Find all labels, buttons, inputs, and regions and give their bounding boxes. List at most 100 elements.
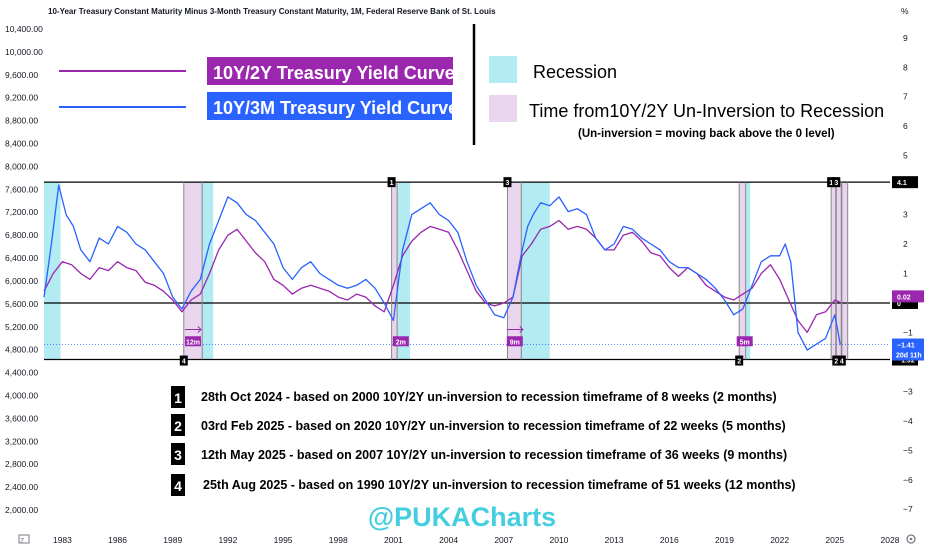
period-marker-label-6: 2 xyxy=(834,359,838,366)
left-axis-tick: 6,400.00 xyxy=(5,253,38,263)
time-axis-tick: 2004 xyxy=(439,535,458,545)
time-axis-tick: 1995 xyxy=(274,535,293,545)
period-marker-4 xyxy=(827,177,836,188)
period-marker-label-1: 3 xyxy=(506,180,510,187)
uninversion-band-0 xyxy=(183,182,203,360)
annotation-text-3: 12th May 2025 - based on 2007 10Y/2Y un-… xyxy=(201,448,787,462)
right-axis: 987654321−1−2−3−4−5−6−7 xyxy=(903,33,913,514)
duration-badge-0 xyxy=(184,336,201,347)
duration-badge-1 xyxy=(392,336,409,347)
uninversion-band-3 xyxy=(739,182,746,360)
recession-band-2 xyxy=(397,182,410,360)
left-axis: 10,400.00 10,000.00 9,600.00 9,200.00 8,800.… xyxy=(5,24,43,515)
right-axis-tick: −1 xyxy=(903,327,913,337)
right-axis-tick: −6 xyxy=(903,475,913,485)
annotation-text-1: 28th Oct 2024 - based on 2000 10Y/2Y un-… xyxy=(201,390,777,404)
duration-badge-label-0: 12m xyxy=(186,339,200,346)
left-axis-tick: 4,400.00 xyxy=(5,368,38,378)
recession-band-3 xyxy=(521,182,550,360)
left-axis-tick: 2,800.00 xyxy=(5,459,38,469)
settings-gear-icon[interactable] xyxy=(906,534,916,544)
right-axis-tick: −7 xyxy=(903,504,913,514)
duration-badge-3 xyxy=(736,336,753,347)
right-axis-tick: −5 xyxy=(903,445,913,455)
left-axis-tick: 10,400.00 xyxy=(5,24,43,34)
uninversion-band-5 xyxy=(836,182,842,360)
annotation-list: 1 28th Oct 2024 - based on 2000 10Y/2Y u… xyxy=(171,386,796,496)
legend-label-10y2y: 10Y/2Y Treasury Yield Curve xyxy=(213,63,455,83)
price-tag-label-0: 0.02 xyxy=(897,294,911,301)
legend-box-10y2y xyxy=(207,57,453,85)
duration-badge-label-2: 9m xyxy=(510,339,520,346)
left-axis-tick: 4,000.00 xyxy=(5,390,38,400)
period-marker-0 xyxy=(387,177,396,188)
legend-swatch-recession xyxy=(489,56,517,83)
time-axis-tick: 2016 xyxy=(660,535,679,545)
recession-band-0 xyxy=(44,182,61,360)
time-axis-tick: 1992 xyxy=(218,535,237,545)
time-axis-tick: 2001 xyxy=(384,535,403,545)
annotation-text-2: 03rd Feb 2025 - based on 2020 10Y/2Y un-… xyxy=(201,419,786,433)
period-markers: 1 34 21 32 4 xyxy=(179,177,846,366)
left-axis-tick: 6,000.00 xyxy=(5,276,38,286)
left-axis-tick: 6,800.00 xyxy=(5,230,38,240)
period-marker-label-0: 1 xyxy=(390,180,394,187)
period-marker-7 xyxy=(837,355,846,366)
time-axis-tick: 1986 xyxy=(108,535,127,545)
right-axis-tick: 3 xyxy=(903,210,908,220)
time-axis-tick: 2007 xyxy=(494,535,513,545)
right-axis-tick: 5 xyxy=(903,151,908,161)
right-axis-tick: 1 xyxy=(903,269,908,279)
right-axis-tick: 7 xyxy=(903,92,908,102)
left-axis-tick: 8,400.00 xyxy=(5,139,38,149)
period-marker-label-2: 4 xyxy=(182,359,186,366)
legend-series: 10Y/2Y Treasury Yield Curve 10Y/3M Treas… xyxy=(59,57,458,120)
time-axis-tick: 2022 xyxy=(770,535,789,545)
legend-uninversion-note: (Un-inversion = moving back above the 0 … xyxy=(578,128,835,140)
watermark: @PUKACharts xyxy=(368,502,556,532)
annotation-num-3: 3 xyxy=(174,447,182,463)
left-axis-tick: 5,200.00 xyxy=(5,322,38,332)
price-tag-sub-1: 20d 11h xyxy=(896,353,922,360)
left-axis-tick: 2,400.00 xyxy=(5,482,38,492)
annotation-num-1: 1 xyxy=(174,390,182,406)
left-axis-tick: 4,800.00 xyxy=(5,345,38,355)
time-axis-tick: 2013 xyxy=(605,535,624,545)
tradingview-logo-icon[interactable]: Z xyxy=(18,534,30,545)
time-axis-tick: 1983 xyxy=(53,535,72,545)
horizontal-levels: 4.1 0 −1.92 xyxy=(44,176,918,366)
period-marker-6 xyxy=(832,355,841,366)
duration-arrow-head-0 xyxy=(197,326,202,333)
time-axis-tick: 2010 xyxy=(549,535,568,545)
period-marker-3 xyxy=(735,355,744,366)
legend-swatch-uninversion xyxy=(489,95,517,122)
duration-badge-2 xyxy=(506,336,523,347)
left-axis-tick: 9,600.00 xyxy=(5,70,38,80)
duration-badge-label-3: 5m xyxy=(740,339,750,346)
legend-label-recession: Recession xyxy=(533,62,617,82)
left-axis-tick: 3,200.00 xyxy=(5,436,38,446)
annotation-num-4: 4 xyxy=(174,478,182,494)
price-tag-1 xyxy=(892,338,924,361)
uninversion-band-2 xyxy=(507,182,522,360)
series-line-1 xyxy=(43,184,841,351)
right-axis-tick: 8 xyxy=(903,62,908,72)
uninversion-band-1 xyxy=(391,182,398,360)
annotation-text-4: 25th Aug 2025 - based on 1990 10Y/2Y un-… xyxy=(203,478,796,492)
time-axis-tick: 1998 xyxy=(329,535,348,545)
right-axis-tick: −4 xyxy=(903,416,913,426)
left-axis-tick: 8,800.00 xyxy=(5,116,38,126)
annotation-badge-2 xyxy=(171,414,185,436)
time-axis-tick: 1989 xyxy=(163,535,182,545)
time-axis: 1983 1986 1989 1992 1995 1998 2001 2004 2007 2010… xyxy=(53,535,900,545)
left-axis-tick: 2,000.00 xyxy=(5,505,38,515)
right-axis-tick: 6 xyxy=(903,121,908,131)
uninversion-band-4 xyxy=(831,182,836,360)
period-marker-2 xyxy=(179,355,188,366)
series-line-0 xyxy=(43,219,841,334)
time-axis-tick: 2028 xyxy=(881,535,900,545)
left-axis-tick: 3,600.00 xyxy=(5,413,38,423)
left-axis-tick: 7,200.00 xyxy=(5,207,38,217)
left-axis-tick: 10,000.00 xyxy=(5,47,43,57)
